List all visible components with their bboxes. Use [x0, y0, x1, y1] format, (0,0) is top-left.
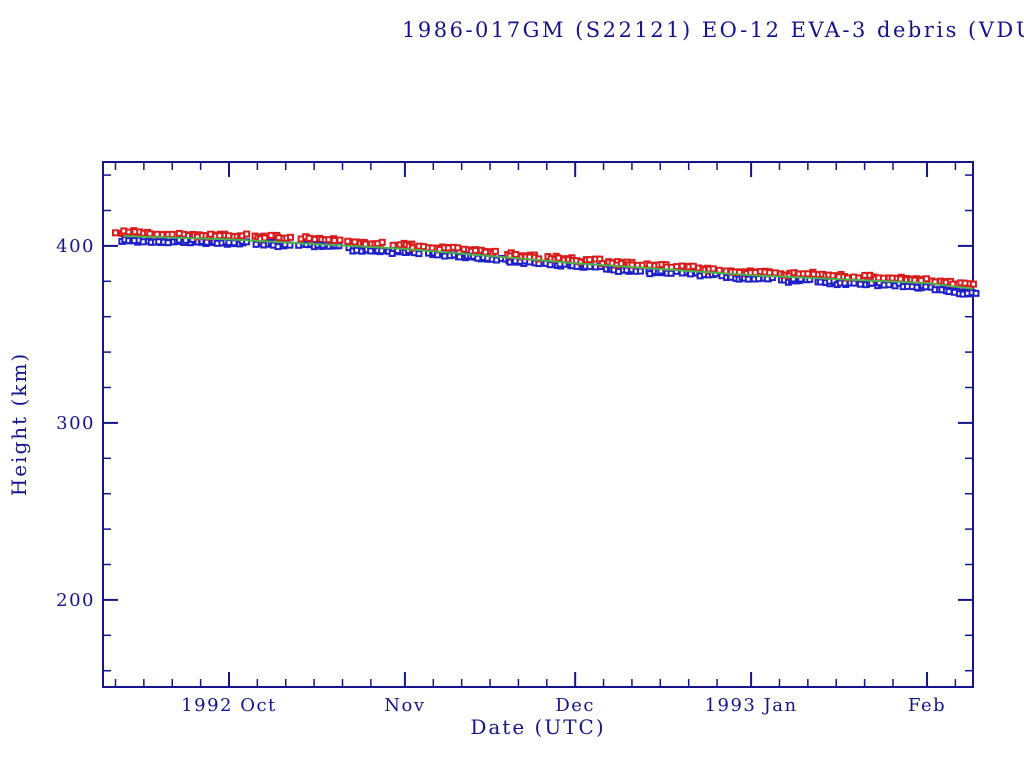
apogee-marker	[766, 269, 774, 277]
apogee-marker	[969, 280, 977, 288]
perigee-marker	[667, 269, 675, 277]
apogee-marker	[287, 233, 295, 241]
perigee-marker	[636, 267, 644, 275]
x-axis-label: Date (UTC)	[470, 715, 606, 739]
apogee-marker	[535, 255, 543, 263]
apogee-marker	[261, 234, 269, 242]
perigee-marker	[922, 283, 930, 291]
apogee-marker	[689, 262, 697, 270]
perigee-marker	[230, 239, 238, 247]
x-tick-label: Nov	[384, 695, 425, 716]
apogee-marker	[275, 234, 283, 242]
x-tick-label: Feb	[908, 695, 946, 716]
apogee-marker	[243, 230, 251, 238]
apogee-marker	[709, 265, 717, 273]
apogee-marker	[512, 250, 520, 258]
apogee-marker	[344, 237, 352, 245]
mean-height-line	[123, 235, 974, 290]
apogee-marker	[586, 256, 594, 264]
apogee-marker	[646, 261, 654, 269]
apogee-marker	[673, 263, 681, 271]
perigee-marker	[885, 281, 893, 289]
apogee-marker	[378, 238, 386, 246]
perigee-marker	[455, 253, 463, 261]
x-tick-label: 1993 Jan	[705, 695, 798, 716]
apogee-marker	[879, 274, 887, 282]
perigee-marker	[164, 239, 172, 247]
apogee-marker	[922, 275, 930, 283]
perigee-marker	[434, 251, 442, 259]
plot-box	[102, 161, 974, 688]
y-tick-label: 400	[56, 236, 95, 257]
apogee-marker	[330, 237, 338, 245]
perigee-marker	[367, 247, 375, 255]
y-tick-label: 200	[56, 590, 95, 611]
perigee-marker	[378, 247, 386, 255]
apogee-marker	[491, 247, 499, 255]
perigee-marker	[744, 275, 752, 283]
perigee-marker	[252, 240, 260, 248]
apogee-marker	[305, 234, 313, 242]
perigee-marker	[243, 238, 251, 246]
apogee-marker	[771, 269, 779, 277]
apogee-marker	[153, 230, 161, 238]
apogee-marker	[267, 231, 275, 239]
y-tick-label: 300	[56, 413, 95, 434]
perigee-marker	[274, 243, 282, 251]
apogee-marker	[111, 229, 119, 237]
perigee-marker	[972, 289, 980, 297]
apogee-marker	[216, 232, 224, 240]
perigee-marker	[856, 280, 864, 288]
perigee-marker	[441, 252, 449, 260]
x-tick-label: Dec	[555, 695, 595, 716]
perigee-marker	[415, 250, 423, 258]
apogee-marker	[225, 232, 233, 240]
apogee-marker	[471, 247, 479, 255]
chart-title: 1986-017GM (S22121) EO-12 EVA-3 debris (…	[402, 18, 1024, 42]
perigee-marker	[139, 238, 147, 246]
apogee-marker	[454, 244, 462, 252]
apogee-marker	[598, 260, 606, 268]
perigee-marker	[816, 278, 824, 286]
perigee-marker	[755, 275, 763, 283]
apogee-marker	[168, 230, 176, 238]
x-tick-label: 1992 Oct	[181, 695, 277, 716]
apogee-marker	[554, 254, 562, 262]
apogee-marker	[336, 236, 344, 244]
apogee-marker	[896, 275, 904, 283]
apogee-marker	[351, 238, 359, 246]
